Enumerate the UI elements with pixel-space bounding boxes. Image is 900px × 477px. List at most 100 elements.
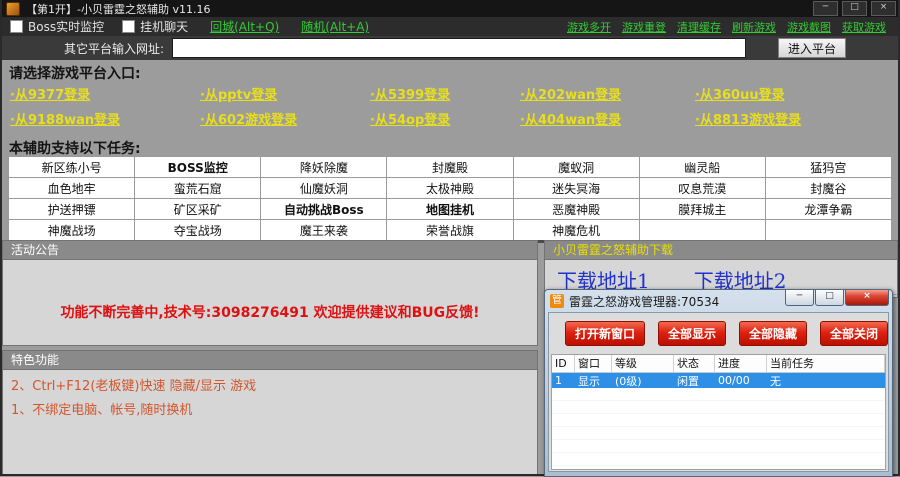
task-cell: BOSS监控 (134, 156, 262, 178)
show-all-button[interactable]: 全部显示 (658, 321, 727, 346)
task-cell (764, 219, 893, 242)
download-panel-header: 小贝雷霆之怒辅助下载 (545, 241, 897, 260)
task-cell: 迷失冥海 (512, 177, 640, 199)
cell-window[interactable]: 显示 (578, 374, 600, 388)
task-cell: 封魔殿 (386, 156, 514, 178)
window-title: 【第1开】-小贝雷霆之怒辅助 v11.16 (26, 2, 211, 16)
refresh-game-link[interactable]: 刷新游戏 (732, 20, 776, 34)
column-header-task: 当前任务 (767, 355, 885, 372)
clear-cache-link[interactable]: 清理缓存 (677, 20, 721, 34)
manager-close-icon[interactable]: × (845, 290, 889, 306)
cell-level: (0级) (615, 374, 642, 388)
tasks-section-title: 本辅助支持以下任务: (9, 141, 141, 157)
boss-monitor-checkbox[interactable] (10, 20, 23, 33)
platform-link-54op[interactable]: ·从54op登录 (370, 113, 451, 128)
column-header-progress: 进度 (715, 355, 767, 372)
boss-monitor-checkbox-group[interactable]: Boss实时监控 (10, 18, 104, 35)
url-input[interactable] (172, 38, 747, 58)
task-cell: 叹息荒漠 (638, 177, 766, 199)
manager-maximize-icon[interactable]: □ (815, 290, 844, 306)
random-link[interactable]: 随机(Alt+A) (301, 20, 370, 34)
close-icon[interactable]: × (871, 1, 896, 16)
hangup-chat-checkbox[interactable] (122, 20, 136, 33)
url-label: 其它平台输入网址: (64, 41, 165, 56)
multi-open-link[interactable]: 游戏多开 (567, 20, 611, 34)
platform-link-602[interactable]: ·从602游戏登录 (200, 113, 298, 128)
manager-body: 打开新窗口 全部显示 全部隐藏 全部关闭 ID 窗口 等级 状态 进度 当前任务… (548, 312, 889, 472)
task-cell: 自动挑战Boss (260, 198, 388, 220)
platform-link-8813[interactable]: ·从8813游戏登录 (695, 113, 802, 128)
boss-monitor-label[interactable]: Boss实时监控 (28, 20, 105, 34)
maximize-icon[interactable]: □ (842, 1, 867, 16)
task-cell: 新区练小号 (7, 156, 136, 178)
task-cell (638, 219, 766, 242)
manager-window: 管 雷霆之怒游戏管理器:70534 ─ □ × 打开新窗口 全部显示 全部隐藏 … (544, 289, 893, 477)
task-cell: 龙潭争霸 (764, 198, 893, 220)
manager-table: ID 窗口 等级 状态 进度 当前任务 1 显示 (0级) 闲置 00/00 无 (551, 354, 886, 470)
manager-table-empty-rows (552, 388, 885, 469)
screenshot-link[interactable]: 游戏截图 (787, 20, 831, 34)
task-cell: 蛮荒石窟 (134, 177, 262, 199)
close-all-button[interactable]: 全部关闭 (820, 321, 889, 346)
table-row: 血色地牢 蛮荒石窟 仙魔妖洞 太极神殿 迷失冥海 叹息荒漠 封魔谷 (7, 177, 893, 199)
column-header-level: 等级 (612, 355, 674, 372)
task-cell: 降妖除魔 (260, 156, 388, 178)
task-cell: 猛犸宫 (764, 156, 893, 178)
task-cell: 太极神殿 (386, 177, 514, 199)
relogin-link[interactable]: 游戏重登 (622, 20, 666, 34)
task-cell: 神魔战场 (7, 219, 136, 242)
platform-link-9377[interactable]: ·从9377登录 (10, 88, 91, 103)
platform-links-row: ·从9188wan登录 ·从602游戏登录 ·从54op登录 ·从404wan登… (10, 109, 892, 128)
platform-link-9188wan[interactable]: ·从9188wan登录 (10, 113, 121, 128)
task-cell: 封魔谷 (764, 177, 893, 199)
menu-bar: Boss实时监控 挂机聊天 回城(Alt+Q) 随机(Alt+A) 游戏多开 游… (0, 17, 900, 36)
platform-link-202wan[interactable]: ·从202wan登录 (520, 88, 622, 103)
announcement-text: 功能不断完善中,技术号:3098276491 欢迎提供建议和BUG反馈! (60, 305, 480, 321)
manager-button-row: 打开新窗口 全部显示 全部隐藏 全部关闭 (549, 313, 889, 354)
manager-table-row-selected[interactable]: 1 显示 (0级) 闲置 00/00 无 (552, 373, 885, 388)
task-cell: 膜拜城主 (638, 198, 766, 220)
return-city-link[interactable]: 回城(Alt+Q) (210, 20, 280, 34)
task-cell: 神魔危机 (512, 219, 640, 242)
platform-link-5399[interactable]: ·从5399登录 (370, 88, 451, 103)
feature-line: 1、不绑定电脑、帐号,随时换机 (11, 403, 193, 418)
feature-line: 2、Ctrl+F12(老板键)快速 隐藏/显示 游戏 (11, 379, 257, 394)
manager-window-title: 雷霆之怒游戏管理器:70534 (569, 294, 720, 309)
task-cell: 矿区采矿 (134, 198, 262, 220)
table-row: 护送押镖 矿区采矿 自动挑战Boss 地图挂机 恶魔神殿 膜拜城主 龙潭争霸 (7, 198, 893, 220)
task-cell: 幽灵船 (638, 156, 766, 178)
get-game-link[interactable]: 获取游戏 (842, 20, 886, 34)
task-cell: 荣誉战旗 (386, 219, 514, 242)
column-header-window: 窗口 (575, 355, 612, 372)
hangup-chat-checkbox-group[interactable]: 挂机聊天 (122, 18, 188, 35)
manager-minimize-icon[interactable]: ─ (785, 290, 814, 306)
announcement-panel-header: 活动公告 (3, 241, 537, 260)
features-panel-header: 特色功能 (3, 351, 537, 370)
task-cell: 护送押镖 (7, 198, 136, 220)
table-row: 新区练小号 BOSS监控 降妖除魔 封魔殿 魔蚁洞 幽灵船 猛犸宫 (7, 156, 893, 178)
task-cell: 仙魔妖洞 (260, 177, 388, 199)
announcement-panel: 活动公告 功能不断完善中,技术号:3098276491 欢迎提供建议和BUG反馈… (2, 240, 538, 346)
hangup-chat-label[interactable]: 挂机聊天 (140, 20, 189, 34)
cell-task: 无 (770, 374, 781, 388)
url-bar: 其它平台输入网址: 进入平台 (0, 36, 900, 60)
platform-link-404wan[interactable]: ·从404wan登录 (520, 113, 622, 128)
enter-platform-button[interactable]: 进入平台 (778, 38, 847, 58)
features-panel: 特色功能 2、Ctrl+F12(老板键)快速 隐藏/显示 游戏 1、不绑定电脑、… (2, 350, 538, 476)
platform-link-pptv[interactable]: ·从pptv登录 (200, 88, 278, 103)
cell-progress: 00/00 (718, 374, 750, 387)
task-cell: 夺宝战场 (134, 219, 262, 242)
platform-link-360uu[interactable]: ·从360uu登录 (695, 88, 785, 103)
manager-app-icon: 管 (550, 294, 564, 308)
manager-title-bar: 管 雷霆之怒游戏管理器:70534 ─ □ × (548, 290, 889, 312)
cell-status: 闲置 (677, 374, 699, 388)
open-new-window-button[interactable]: 打开新窗口 (565, 321, 646, 346)
column-header-id: ID (552, 355, 575, 372)
task-cell: 地图挂机 (386, 198, 514, 220)
title-bar: 【第1开】-小贝雷霆之怒辅助 v11.16 ─ □ × (0, 0, 900, 17)
caption-buttons: ─ □ × (813, 1, 896, 16)
hide-all-button[interactable]: 全部隐藏 (739, 321, 808, 346)
app-icon (6, 1, 20, 16)
minimize-icon[interactable]: ─ (813, 1, 838, 16)
